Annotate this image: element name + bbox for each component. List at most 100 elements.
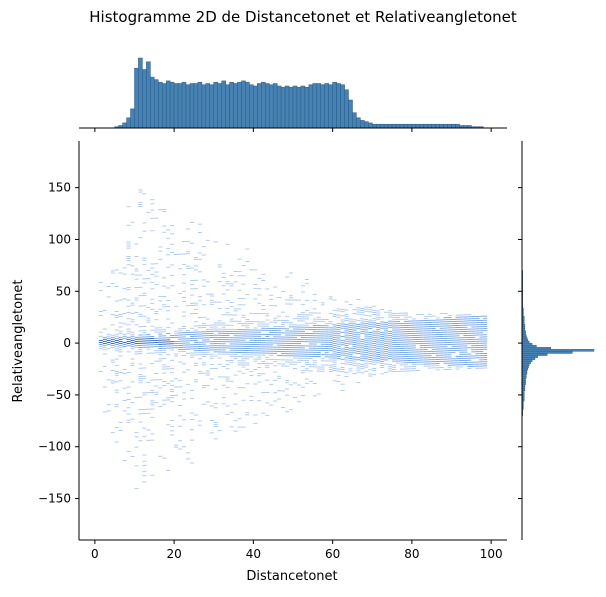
- heatmap-cell: [174, 336, 179, 338]
- heatmap-cell: [411, 330, 416, 332]
- heatmap-cell: [463, 364, 468, 365]
- heatmap-cell: [114, 348, 119, 350]
- heatmap-cell: [217, 357, 222, 359]
- heatmap-cell: [237, 364, 242, 366]
- heatmap-cell: [388, 341, 393, 343]
- heatmap-cell: [158, 250, 163, 252]
- heatmap-cell: [431, 352, 436, 354]
- heatmap-cell: [190, 412, 194, 414]
- heatmap-cell: [213, 423, 218, 425]
- heatmap-cell: [435, 359, 440, 360]
- heatmap-cell: [407, 337, 412, 339]
- heatmap-cell: [209, 293, 214, 295]
- heatmap-cell: [237, 343, 242, 345]
- heatmap-cell: [166, 368, 171, 370]
- heatmap-cell: [427, 351, 432, 352]
- heatmap-cell: [221, 332, 226, 334]
- heatmap-cell: [182, 355, 186, 356]
- heatmap-cell: [400, 314, 404, 316]
- heatmap-cell: [324, 350, 329, 351]
- heatmap-cell: [273, 400, 278, 402]
- heatmap-cell: [269, 359, 274, 360]
- heatmap-cell: [166, 254, 171, 256]
- heatmap-cell: [158, 360, 163, 362]
- heatmap-cell: [225, 364, 230, 365]
- marginal-x-bar: [360, 120, 365, 129]
- heatmap-cell: [411, 359, 416, 361]
- heatmap-cell: [431, 319, 436, 321]
- heatmap-cell: [162, 352, 167, 353]
- heatmap-cell: [102, 365, 107, 367]
- heatmap-cell: [447, 368, 452, 370]
- heatmap-cell: [130, 358, 135, 360]
- heatmap-cell: [312, 383, 317, 384]
- heatmap-cell: [471, 361, 476, 363]
- heatmap-cell: [158, 258, 163, 260]
- heatmap-cell: [237, 387, 242, 389]
- heatmap-cell: [221, 347, 226, 349]
- heatmap-cell: [221, 341, 226, 343]
- heatmap-cell: [415, 328, 420, 330]
- heatmap-cell: [392, 358, 397, 360]
- heatmap-cell: [415, 326, 420, 328]
- heatmap-cell: [443, 340, 448, 341]
- heatmap-cell: [404, 343, 408, 345]
- heatmap-cell: [483, 367, 488, 369]
- heatmap-cell: [467, 335, 472, 336]
- heatmap-cell: [328, 337, 333, 339]
- heatmap-cell: [130, 340, 135, 341]
- heatmap-cell: [451, 339, 456, 341]
- heatmap-cell: [182, 328, 186, 330]
- heatmap-cell: [241, 360, 246, 362]
- heatmap-cell: [197, 352, 202, 354]
- heatmap-cell: [174, 254, 179, 255]
- heatmap-cell: [419, 338, 424, 340]
- heatmap-cell: [479, 340, 484, 342]
- heatmap-cell: [217, 363, 222, 365]
- heatmap-cell: [368, 342, 373, 344]
- heatmap-cell: [447, 344, 452, 345]
- heatmap-cell: [423, 357, 428, 359]
- heatmap-cell: [328, 371, 333, 372]
- marginal-y-bar: [521, 361, 531, 365]
- heatmap-cell: [289, 351, 293, 353]
- heatmap-cell: [372, 359, 377, 361]
- heatmap-cell: [316, 349, 321, 351]
- heatmap-cell: [451, 321, 456, 322]
- heatmap-cell: [150, 408, 155, 410]
- heatmap-cell: [304, 360, 309, 361]
- heatmap-cell: [154, 391, 159, 393]
- heatmap-cell: [261, 325, 266, 327]
- heatmap-cell: [150, 336, 155, 337]
- heatmap-cell: [182, 351, 186, 352]
- heatmap-cell: [146, 381, 151, 383]
- heatmap-cell: [411, 326, 416, 328]
- heatmap-cell: [237, 418, 242, 420]
- heatmap-cell: [471, 349, 476, 351]
- heatmap-cell: [114, 342, 119, 343]
- heatmap-cell: [233, 341, 238, 343]
- heatmap-cell: [114, 315, 119, 316]
- heatmap-cell: [415, 359, 420, 361]
- heatmap-cell: [142, 435, 147, 437]
- heatmap-cell: [98, 346, 103, 348]
- heatmap-cell: [372, 345, 377, 347]
- heatmap-cell: [245, 323, 250, 325]
- heatmap-cell: [114, 371, 119, 372]
- marginal-y-bar: [521, 334, 527, 338]
- heatmap-cell: [400, 348, 404, 349]
- heatmap-cell: [340, 389, 345, 391]
- heatmap-cell: [312, 329, 317, 330]
- heatmap-cell: [380, 367, 385, 368]
- heatmap-cell: [261, 305, 266, 306]
- heatmap-cell: [130, 331, 135, 333]
- heatmap-cell: [435, 336, 440, 338]
- heatmap-cell: [328, 339, 333, 341]
- heatmap-cell: [130, 344, 135, 345]
- heatmap-cell: [241, 345, 246, 347]
- heatmap-cell: [289, 326, 293, 328]
- heatmap-cell: [320, 337, 325, 339]
- heatmap-cell: [332, 351, 337, 353]
- heatmap-cell: [134, 353, 139, 355]
- heatmap-cell: [118, 347, 123, 349]
